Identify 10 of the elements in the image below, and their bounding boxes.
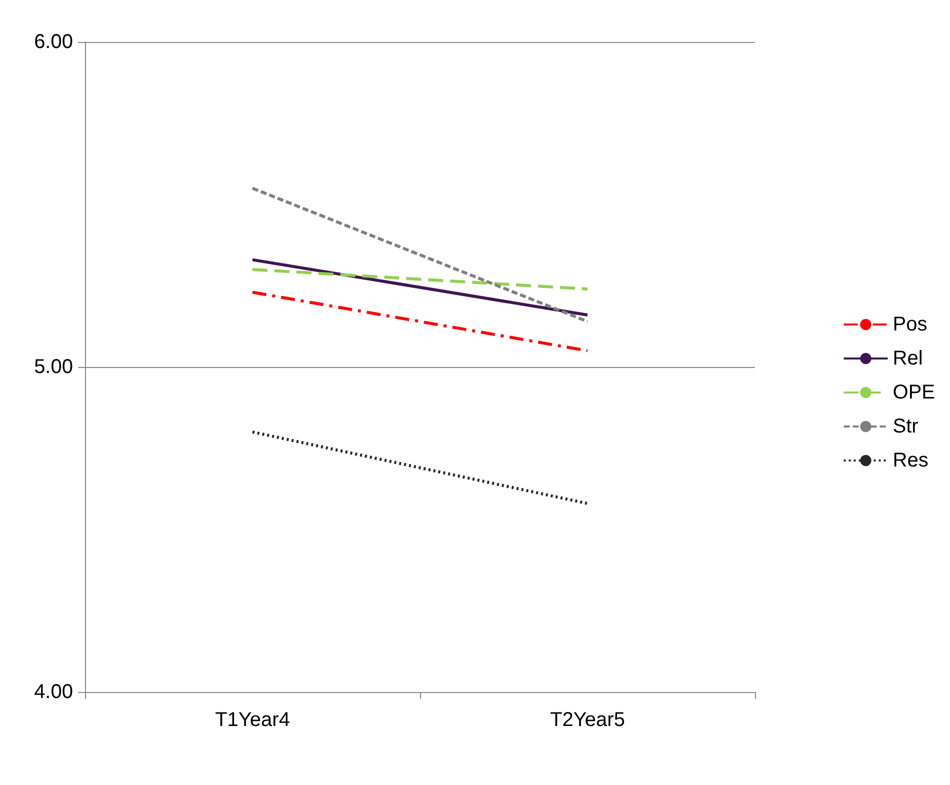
legend-label: Res (892, 450, 928, 472)
legend-label: Pos (892, 314, 928, 336)
y-tick-label: 4.00 (34, 681, 73, 703)
legend-label: OPE (892, 382, 936, 404)
y-tick-label: 6.00 (34, 31, 73, 53)
y-tick-label: 5.00 (34, 356, 73, 378)
legend-label: Rel (892, 348, 923, 370)
legend-label: Str (892, 416, 919, 438)
x-tick-label: T1Year4 (215, 709, 290, 731)
x-tick-label: T2Year5 (550, 709, 625, 731)
